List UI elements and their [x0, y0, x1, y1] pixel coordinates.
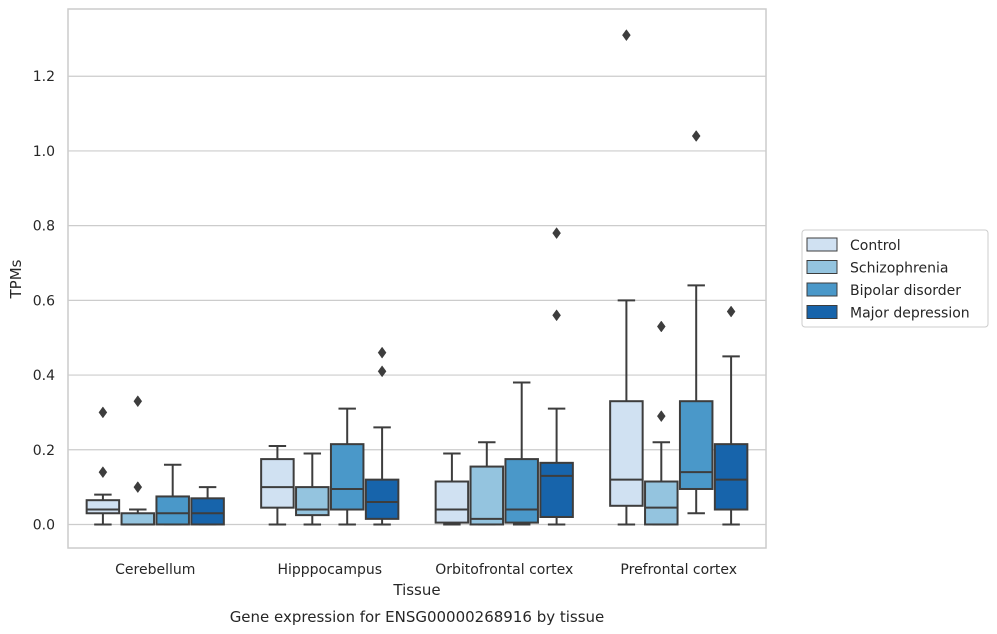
- box-schizophrenia: [644, 320, 679, 526]
- iqr-box: [190, 497, 225, 526]
- iqr-box: [85, 499, 121, 515]
- outlier-marker: [552, 309, 561, 322]
- box-schizophrenia: [295, 452, 330, 526]
- outlier-marker: [133, 481, 143, 494]
- x-tick-label: Orbitofrontal cortex: [435, 562, 573, 578]
- y-tick-label: 0.8: [33, 219, 55, 235]
- iqr-box: [329, 443, 365, 511]
- box-control: [434, 452, 470, 526]
- outlier-marker: [726, 305, 736, 318]
- x-tick-label: Hipppocampus: [277, 562, 382, 578]
- iqr-box: [434, 480, 470, 524]
- outlier-marker: [98, 406, 108, 419]
- iqr-box: [120, 512, 156, 526]
- box-bipolar-disorder: [329, 407, 365, 526]
- outlier-marker: [656, 410, 666, 423]
- box-control: [260, 445, 295, 526]
- y-tick-label: 1.0: [33, 144, 55, 160]
- y-tick-label: 0.2: [33, 443, 55, 459]
- box-bipolar-disorder: [504, 381, 539, 526]
- outlier-marker: [377, 365, 387, 378]
- box-bipolar-disorder: [155, 463, 190, 526]
- box-major-depression: [539, 227, 574, 526]
- legend-label: Bipolar disorder: [850, 283, 961, 299]
- box-schizophrenia: [469, 441, 505, 526]
- plot-frame: [67, 8, 767, 549]
- y-axis-ticks: 0.0 0.2 0.4 0.6 0.8 1.0 1.2: [33, 69, 55, 533]
- legend-label: Major depression: [850, 306, 970, 322]
- iqr-box: [644, 480, 679, 526]
- x-axis-label: Tissue: [392, 581, 440, 599]
- legend-swatch: [806, 260, 838, 274]
- box-control: [85, 406, 121, 526]
- legend-swatch: [806, 305, 838, 319]
- iqr-box: [295, 486, 330, 517]
- iqr-box: [609, 400, 644, 507]
- y-tick-label: 0.4: [33, 368, 55, 384]
- iqr-box: [678, 400, 714, 490]
- legend-swatch: [806, 282, 838, 297]
- outlier-marker: [98, 466, 108, 479]
- chart-caption: Gene expression for ENSG00000268916 by t…: [230, 608, 605, 626]
- legend-label: Control: [850, 238, 901, 254]
- x-axis-ticks: Cerebellum Hipppocampus Orbitofrontal cort…: [115, 562, 737, 578]
- iqr-box: [260, 458, 295, 509]
- iqr-box: [504, 458, 539, 524]
- iqr-box: [469, 465, 505, 526]
- legend-swatch: [806, 237, 838, 252]
- box-major-depression: [190, 486, 225, 526]
- outlier-marker: [377, 346, 387, 359]
- y-tick-label: 0.6: [33, 293, 55, 309]
- y-axis-label: TPMs: [7, 259, 25, 299]
- outlier-marker: [552, 227, 561, 240]
- outlier-marker: [622, 29, 631, 42]
- box-series: [85, 29, 749, 526]
- box-bipolar-disorder: [678, 130, 714, 515]
- legend-label: Schizophrenia: [850, 261, 948, 277]
- outlier-marker: [691, 130, 701, 142]
- box-major-depression: [713, 305, 749, 526]
- iqr-box: [155, 495, 190, 526]
- y-tick-label: 0.0: [33, 517, 55, 533]
- x-tick-label: Prefrontal cortex: [620, 562, 737, 578]
- x-tick-label: Cerebellum: [115, 562, 195, 578]
- outlier-marker: [656, 320, 666, 333]
- outlier-marker: [133, 395, 143, 408]
- box-schizophrenia: [120, 395, 156, 526]
- iqr-box: [713, 443, 749, 511]
- gridlines: [68, 75, 766, 526]
- y-tick-label: 1.2: [33, 69, 55, 85]
- iqr-box: [364, 478, 400, 520]
- iqr-box: [539, 461, 574, 518]
- legend-frame: [801, 229, 989, 328]
- box-major-depression: [364, 346, 400, 526]
- box-control: [609, 29, 644, 526]
- legend: Control Schizophrenia Bipolar disorder Majo…: [801, 229, 989, 328]
